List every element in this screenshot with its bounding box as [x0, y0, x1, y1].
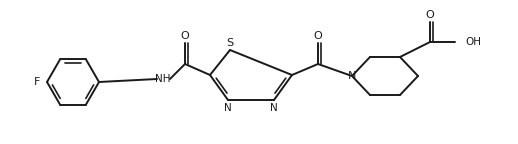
- Text: S: S: [226, 38, 234, 48]
- Text: N: N: [270, 103, 278, 113]
- Text: N: N: [224, 103, 232, 113]
- Text: O: O: [426, 10, 435, 20]
- Text: O: O: [313, 31, 322, 41]
- Text: N: N: [348, 71, 356, 81]
- Text: NH: NH: [155, 74, 171, 84]
- Text: OH: OH: [465, 37, 481, 47]
- Text: O: O: [181, 31, 190, 41]
- Text: F: F: [34, 77, 40, 87]
